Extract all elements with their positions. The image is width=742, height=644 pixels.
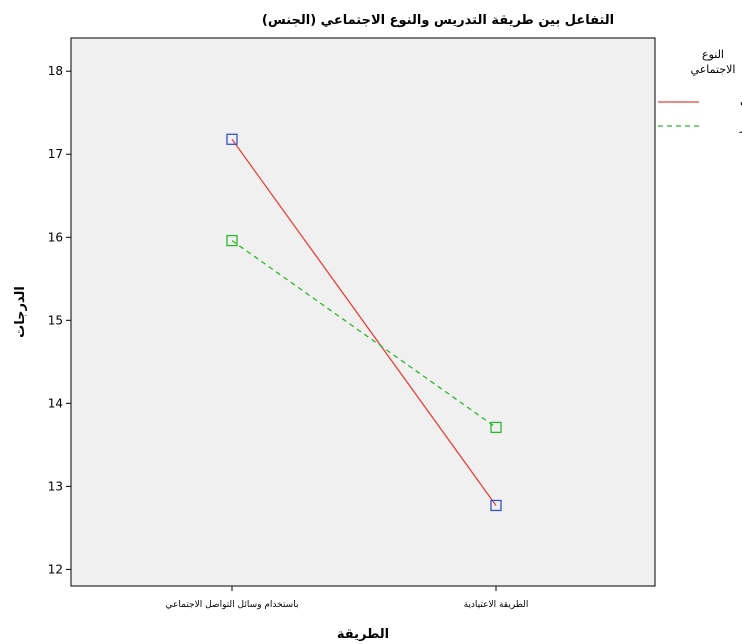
series-layer [226, 133, 502, 512]
x-tick-label-2: الطريقة الاعتيادية [464, 600, 529, 610]
y-tick-label-18: 18 [48, 64, 63, 78]
legend-title-line-2: الاجتماعي [691, 63, 736, 76]
legend-label-2: ذكور [739, 119, 742, 134]
series-2-point-2 [490, 421, 502, 434]
y-tick-label-13: 13 [48, 479, 63, 493]
y-axis-title: الدرجات [13, 286, 28, 338]
x-axis: باستخدام وسائل التواصل الاجتماعي الطريقة … [166, 586, 529, 610]
y-axis: 12 13 14 15 16 17 18 [48, 64, 71, 576]
x-tick-label-1: باستخدام وسائل التواصل الاجتماعي [166, 600, 299, 610]
y-tick-label-15: 15 [48, 313, 63, 327]
series-2-point-1 [226, 234, 238, 247]
plot-area [70, 37, 656, 587]
series-line-1 [231, 138, 497, 506]
chart-title: التفاعل بين طريقة التدريس والنوع الاجتما… [262, 13, 614, 28]
y-tick-label-17: 17 [48, 147, 63, 161]
legend: النوع الاجتماعي الاناث ذكور [658, 48, 742, 134]
y-tick-label-14: 14 [48, 396, 63, 410]
y-tick-label-16: 16 [48, 230, 63, 244]
y-tick-label-12: 12 [48, 562, 63, 576]
legend-label-1: الاناث [740, 95, 742, 109]
series-1-point-1 [226, 133, 238, 145]
series-1-point-2 [490, 499, 502, 512]
legend-title-line-1: النوع [702, 48, 724, 61]
x-axis-title: الطريقة [337, 627, 389, 642]
